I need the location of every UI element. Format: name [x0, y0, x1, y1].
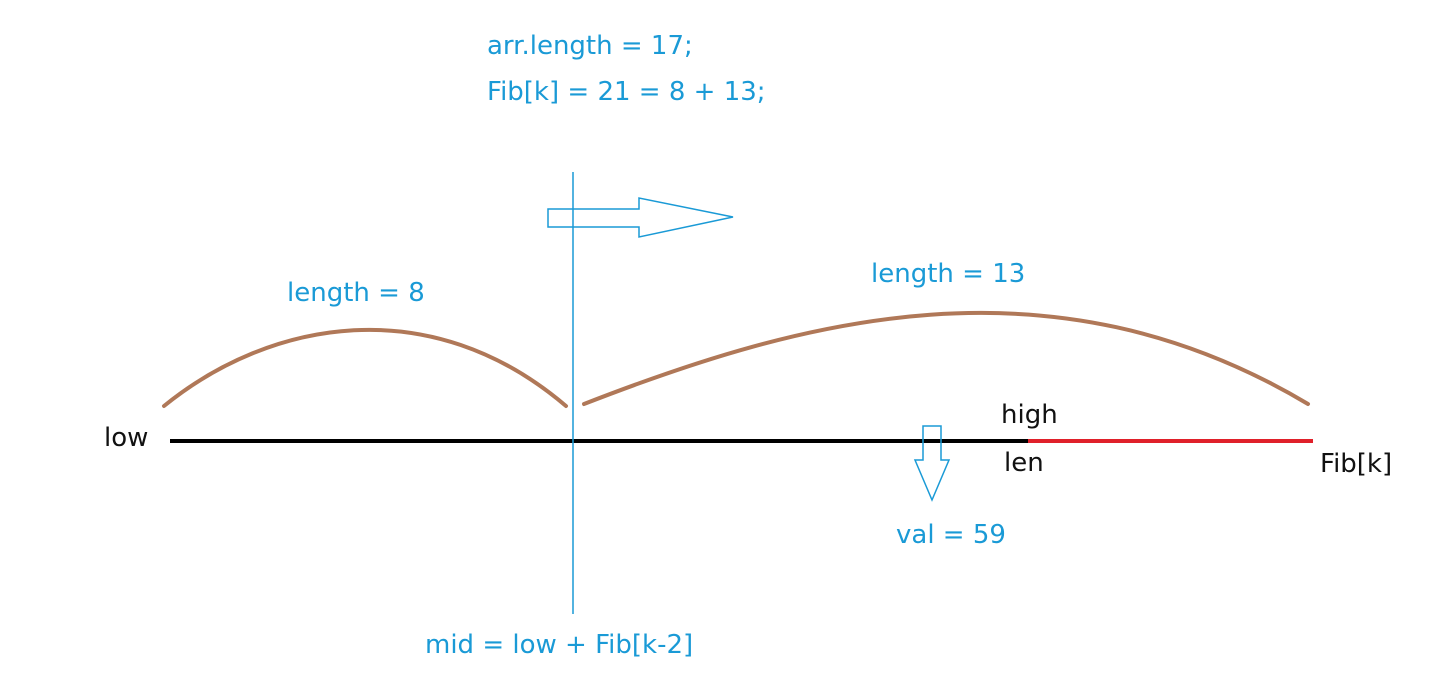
fib-k-equation-text: Fib[k] = 21 = 8 + 13;: [487, 77, 766, 107]
fib-k-end-label: Fib[k]: [1320, 449, 1393, 479]
high-label: high: [1001, 400, 1058, 430]
array-length-text: arr.length = 17;: [487, 31, 693, 61]
left-segment-arc: [162, 327, 568, 408]
mid-formula-label: mid = low + Fib[k-2]: [425, 630, 694, 660]
down-arrow-icon: [913, 425, 951, 502]
low-label: low: [104, 423, 149, 453]
search-value-label: val = 59: [896, 520, 1006, 550]
len-label: len: [1004, 448, 1044, 478]
right-length-label: length = 13: [871, 259, 1026, 289]
right-segment-arc: [582, 311, 1310, 406]
left-length-label: length = 8: [287, 278, 425, 308]
right-arrow-icon: [547, 197, 734, 238]
